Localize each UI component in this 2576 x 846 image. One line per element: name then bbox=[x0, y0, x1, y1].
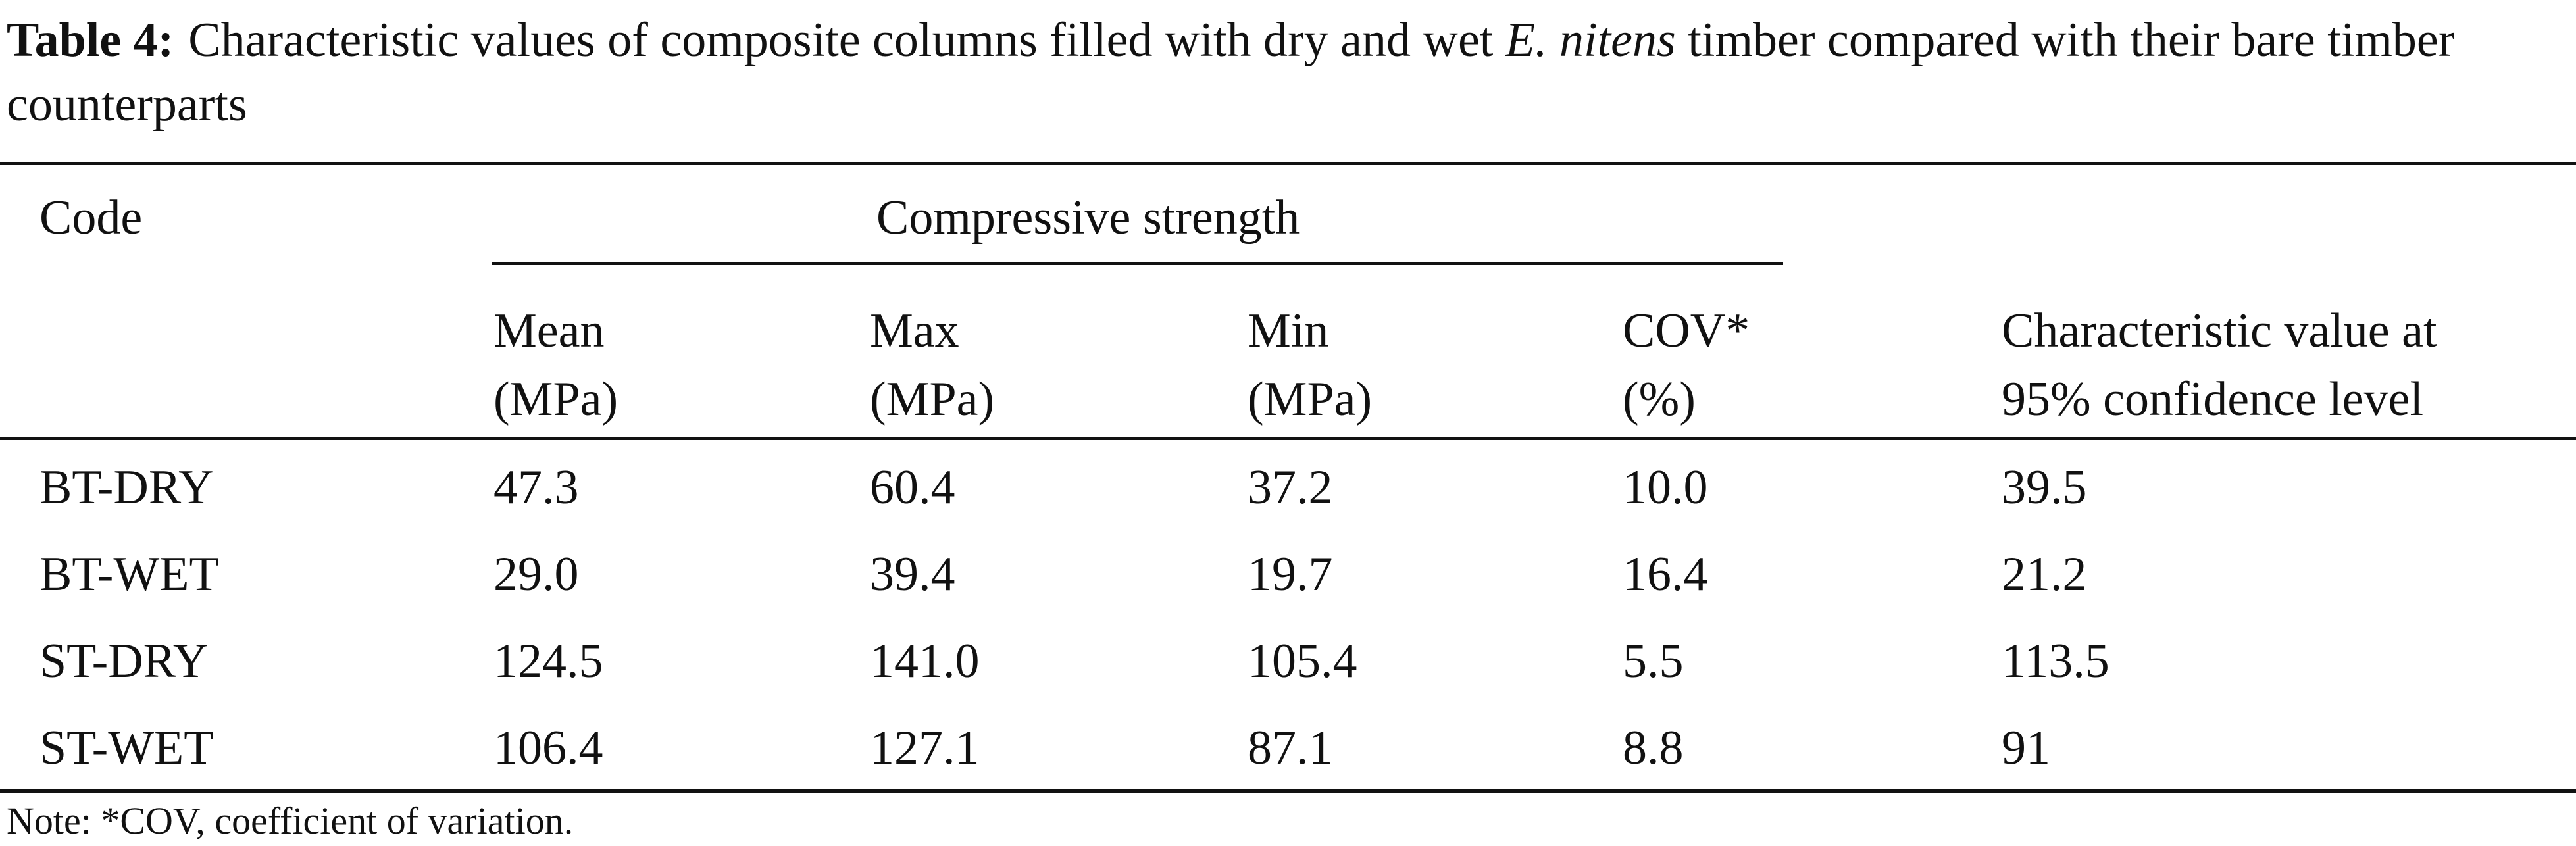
row-min: 37.2 bbox=[1248, 460, 1333, 514]
row-max: 127.1 bbox=[870, 721, 980, 775]
max-header-line1: Max bbox=[870, 304, 959, 358]
cov-header-line1: COV* bbox=[1623, 304, 1750, 358]
mean-header-line2: (MPa) bbox=[493, 372, 619, 426]
characteristic-header-line1: Characteristic value at bbox=[2002, 304, 2437, 358]
row-cov: 8.8 bbox=[1623, 721, 1684, 775]
compressive-strength-header: Compressive strength bbox=[876, 191, 1300, 245]
row-mean: 106.4 bbox=[493, 721, 603, 775]
code-column-header: Code bbox=[39, 191, 143, 245]
row-mean: 124.5 bbox=[493, 634, 603, 688]
mean-header-line1: Mean bbox=[493, 304, 605, 358]
caption-text-start: Characteristic values of composite colum… bbox=[188, 13, 1494, 67]
row-max: 60.4 bbox=[870, 460, 955, 514]
table-top-rule bbox=[0, 162, 2576, 165]
row-code: ST-DRY bbox=[39, 634, 209, 688]
row-max: 141.0 bbox=[870, 634, 980, 688]
max-header-line2: (MPa) bbox=[870, 372, 995, 426]
min-header-line1: Min bbox=[1248, 304, 1329, 358]
header-bottom-rule bbox=[0, 437, 2576, 440]
table-bottom-rule bbox=[0, 789, 2576, 793]
row-code: ST-WET bbox=[39, 721, 214, 775]
table-footnote: Note: *COV, coefficient of variation. bbox=[7, 799, 574, 842]
row-min: 87.1 bbox=[1248, 721, 1333, 775]
row-characteristic: 21.2 bbox=[2002, 547, 2087, 601]
table-caption: Table 4: Characteristic values of composi… bbox=[7, 8, 2569, 137]
row-characteristic: 113.5 bbox=[2002, 634, 2109, 688]
row-cov: 16.4 bbox=[1623, 547, 1708, 601]
row-min: 19.7 bbox=[1248, 547, 1333, 601]
row-mean: 47.3 bbox=[493, 460, 579, 514]
row-mean: 29.0 bbox=[493, 547, 579, 601]
row-code: BT-WET bbox=[39, 547, 219, 601]
row-characteristic: 39.5 bbox=[2002, 460, 2087, 514]
min-header-line2: (MPa) bbox=[1248, 372, 1373, 426]
row-characteristic: 91 bbox=[2002, 721, 2050, 775]
row-cov: 5.5 bbox=[1623, 634, 1684, 688]
row-max: 39.4 bbox=[870, 547, 955, 601]
row-code: BT-DRY bbox=[39, 460, 214, 514]
characteristic-header-line2: 95% confidence level bbox=[2002, 372, 2424, 426]
caption-species-name: E. nitens bbox=[1505, 13, 1676, 67]
row-min: 105.4 bbox=[1248, 634, 1357, 688]
row-cov: 10.0 bbox=[1623, 460, 1708, 514]
group-header-rule bbox=[492, 262, 1783, 265]
caption-text-end: timber compared with their bare timber c… bbox=[7, 13, 2455, 132]
cov-header-line2: (%) bbox=[1623, 372, 1696, 426]
table-label: Table 4: bbox=[7, 13, 174, 67]
